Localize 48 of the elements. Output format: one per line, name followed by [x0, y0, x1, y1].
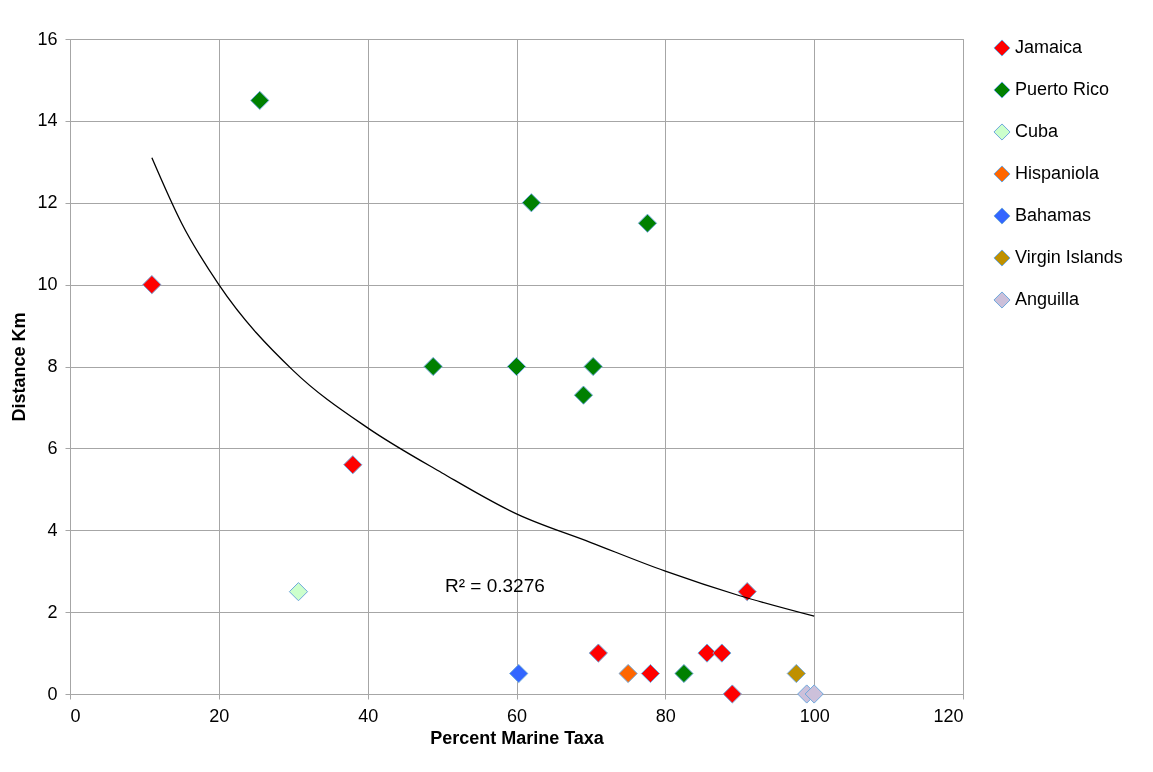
x-tick-label: 60	[506, 705, 528, 726]
point	[509, 663, 529, 684]
y-tick-label: 4	[47, 519, 58, 540]
y-tick-label: 10	[37, 274, 58, 295]
point	[588, 643, 608, 663]
y-tick-label: 16	[37, 28, 58, 49]
point	[521, 193, 541, 213]
y-axis-title: Distance Km	[9, 312, 30, 422]
y-tick-label: 12	[37, 192, 58, 213]
point	[637, 213, 658, 233]
y-tick-label: 6	[47, 437, 58, 458]
legend-label: Anguilla	[1015, 289, 1081, 309]
legend-label: Jamaica	[1015, 37, 1084, 57]
point	[712, 643, 732, 663]
legend-label: Puerto Rico	[1015, 79, 1110, 99]
point	[674, 663, 694, 684]
point	[640, 663, 661, 684]
y-tick-label: 0	[47, 683, 58, 704]
point	[786, 663, 806, 684]
y-tick-label: 14	[37, 110, 58, 131]
x-tick-label: 20	[209, 705, 230, 726]
point	[423, 356, 443, 377]
x-tick-label: 0	[70, 705, 81, 726]
point	[583, 356, 603, 377]
y-tick-label: 8	[47, 356, 58, 376]
point	[737, 582, 757, 602]
point	[697, 643, 717, 663]
legend-label: Bahamas	[1015, 205, 1092, 225]
point	[343, 455, 363, 475]
legend-label: Hispaniola	[1015, 163, 1101, 183]
point	[288, 582, 309, 602]
point	[506, 356, 527, 377]
line-series	[151, 157, 815, 617]
point	[618, 663, 638, 684]
x-axis-title: Percent Marine Taxa	[430, 727, 605, 748]
point	[142, 275, 162, 295]
x-tick-label: 80	[655, 705, 676, 726]
point	[573, 385, 594, 405]
point	[250, 90, 270, 110]
legend-label: Virgin Islands	[1015, 247, 1123, 267]
x-tick-label: 100	[799, 705, 830, 726]
y-tick-label: 2	[47, 601, 58, 622]
x-tick-label: 120	[933, 705, 964, 726]
point	[804, 684, 824, 704]
annotation: R² = 0.3276	[445, 575, 545, 596]
point	[722, 684, 742, 704]
x-tick-label: 40	[358, 705, 379, 726]
legend-label: Cuba	[1015, 121, 1060, 141]
